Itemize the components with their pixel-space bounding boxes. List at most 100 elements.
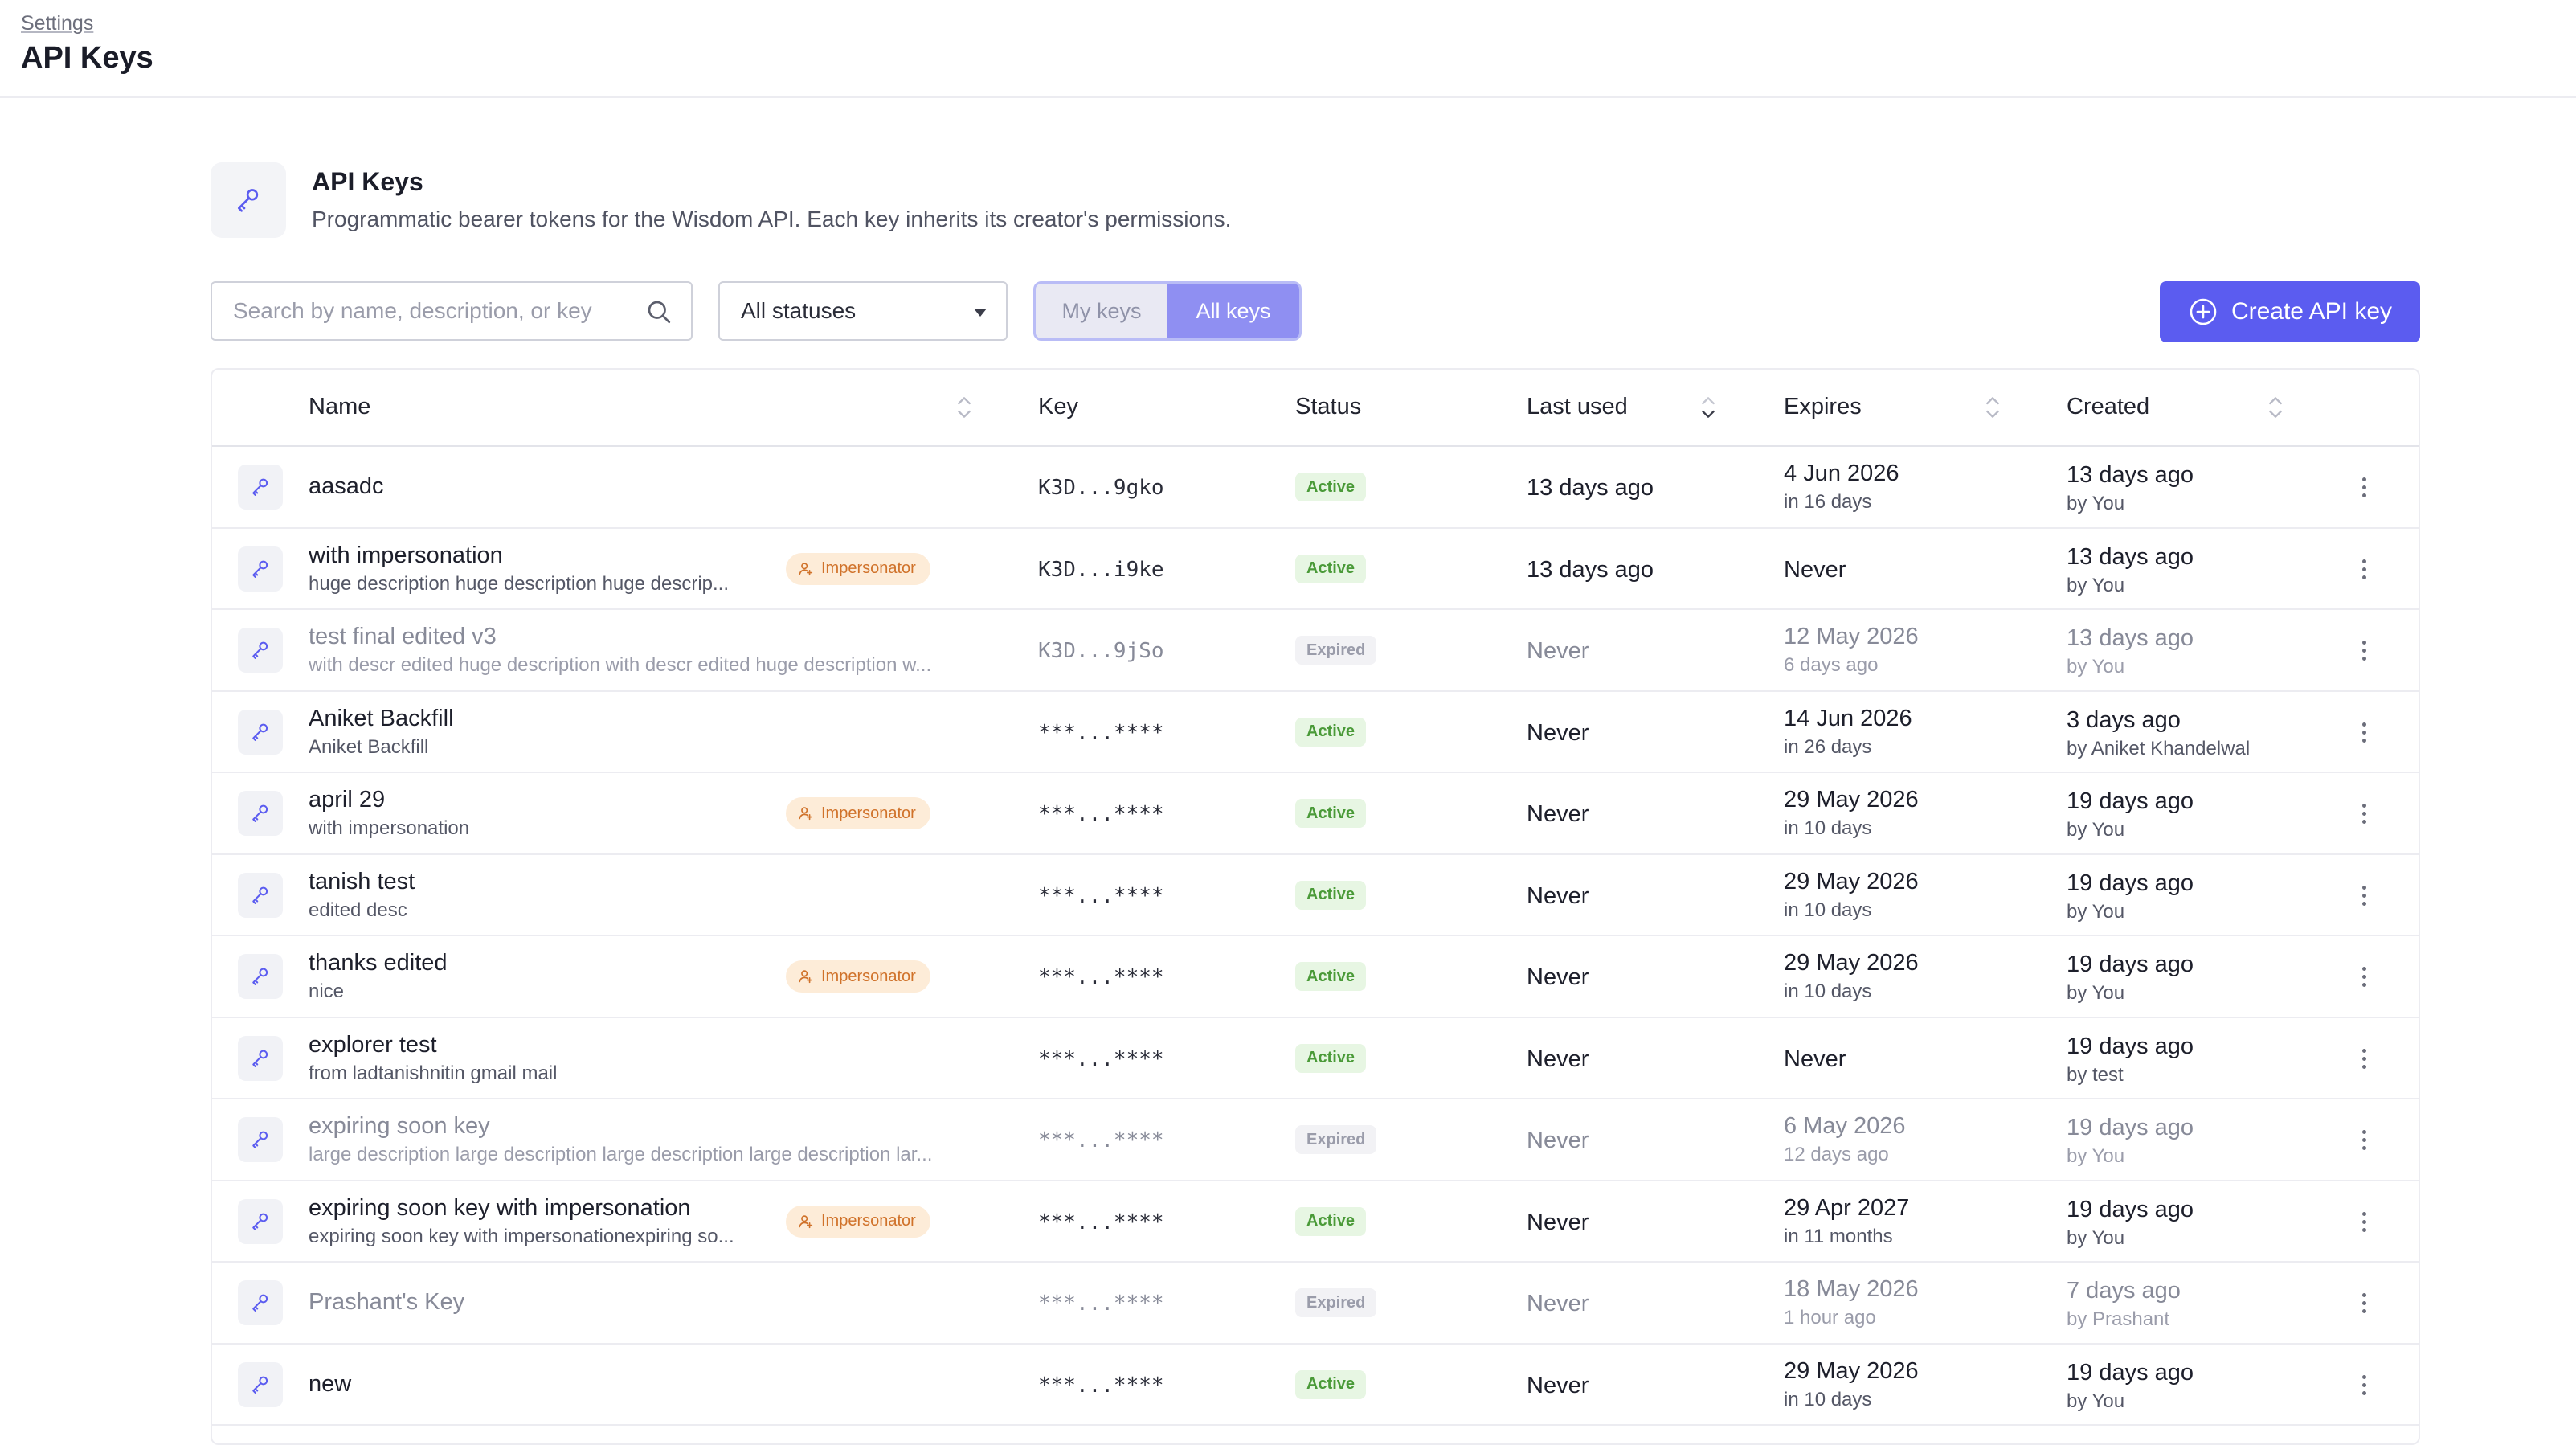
expires-date: 29 May 2026 [1784,1357,1919,1384]
status-badge: Active [1295,880,1367,910]
status-badge: Active [1295,1369,1367,1399]
key-value: K3D...9jSo [1038,639,1164,663]
key-name[interactable]: tanish test [309,868,415,894]
status-badge: Expired [1295,1288,1377,1317]
key-icon [238,1361,283,1407]
table-row[interactable]: Prashant's Key ***...**** Expired Never 18 M… [212,1263,2419,1345]
column-header-name[interactable]: Name [309,394,371,420]
key-description: nice [309,980,345,1002]
more-options-icon[interactable] [2362,722,2366,743]
key-name[interactable]: with impersonation [309,542,503,568]
sort-desc-icon[interactable] [1700,394,1716,425]
key-name[interactable]: explorer test [309,1031,437,1058]
more-options-icon[interactable] [2362,477,2366,497]
key-name[interactable]: Aniket Backfill [309,705,454,731]
table-row[interactable]: thanks edited nice Impersonator ***...**** A… [212,936,2419,1018]
breadcrumb-settings[interactable]: Settings [21,12,94,35]
table-row[interactable]: with impersonation huge description huge … [212,529,2419,610]
key-name[interactable]: expiring soon key [309,1113,490,1139]
created-date: 19 days ago [2067,952,2194,977]
status-badge: Active [1295,962,1367,991]
more-options-icon[interactable] [2362,1374,2366,1395]
more-options-icon[interactable] [2362,1293,2366,1313]
key-icon [238,1035,283,1081]
created-by: by You [2067,982,2125,1004]
last-used: Never [1527,1046,1589,1072]
created-date: 13 days ago [2067,625,2194,651]
expires-relative: in 16 days [1784,491,1872,513]
column-header-created[interactable]: Created [2067,394,2150,420]
create-api-key-button[interactable]: Create API key [2160,281,2420,342]
more-options-icon[interactable] [2362,804,2366,824]
table-row[interactable]: tanish test edited desc ***...**** Active Ne… [212,855,2419,936]
more-options-icon[interactable] [2362,1211,2366,1232]
sort-icon[interactable] [2267,394,2284,425]
created-date: 7 days ago [2067,1278,2181,1304]
tab-all-keys[interactable]: All keys [1167,284,1299,338]
created-date: 3 days ago [2067,706,2181,733]
search-box [211,281,693,341]
key-name[interactable]: april 29 [309,787,386,813]
key-icon [238,872,283,918]
key-icon [238,465,283,510]
last-used: Never [1527,801,1589,827]
more-options-icon[interactable] [2362,885,2366,906]
expires-date: 29 May 2026 [1784,868,1919,894]
table-row[interactable]: expiring soon key large description large… [212,1099,2419,1181]
more-options-icon[interactable] [2362,641,2366,661]
created-by: by You [2067,1145,2125,1167]
more-options-icon[interactable] [2362,1048,2366,1069]
table-row[interactable]: april 29 with impersonation Impersonator **… [212,773,2419,855]
api-keys-table: Name Key Status Last used Expires Create… [211,368,2420,1445]
table-row[interactable]: test final edited v3 with descr edited hu… [212,610,2419,692]
key-name[interactable]: thanks edited [309,950,448,976]
expires-date: 14 Jun 2026 [1784,705,1912,731]
search-input[interactable] [233,298,619,324]
sort-icon[interactable] [956,394,972,425]
table-row[interactable]: aasadc K3D...9gko Active 13 days ago 4 Jun 2… [212,447,2419,529]
key-value: K3D...i9ke [1038,557,1164,582]
last-used: Never [1527,1128,1589,1153]
expires-date: Never [1784,1046,1846,1072]
last-used: Never [1527,882,1589,909]
table-row[interactable]: new ***...**** Active Never 29 May 2026 in 10… [212,1345,2419,1426]
key-value: ***...**** [1038,1291,1164,1316]
last-used: Never [1527,719,1589,746]
table-row[interactable]: Aniket Backfill Aniket Backfill ***...****… [212,692,2419,773]
created-by: by You [2067,493,2125,514]
created-date: 19 days ago [2067,1115,2194,1140]
sort-icon[interactable] [1985,394,2001,425]
expires-date: 12 May 2026 [1784,624,1919,649]
key-icon [238,954,283,999]
impersonator-label: Impersonator [821,967,916,985]
key-description: large description large description larg… [309,1144,933,1165]
column-header-last-used[interactable]: Last used [1527,394,1628,420]
section-title: API Keys [312,167,423,196]
user-plus-icon [797,1213,821,1230]
status-filter-select[interactable]: All statuses [718,281,1008,341]
more-options-icon[interactable] [2362,559,2366,579]
key-description: edited desc [309,899,407,921]
key-name[interactable]: test final edited v3 [309,624,497,649]
impersonator-label: Impersonator [821,1212,916,1230]
key-name[interactable]: new [309,1370,352,1397]
key-value: ***...**** [1038,1128,1164,1152]
impersonator-badge: Impersonator [786,960,930,993]
expires-date: 6 May 2026 [1784,1113,1906,1139]
key-name[interactable]: aasadc [309,473,384,499]
expires-date: 29 May 2026 [1784,950,1919,976]
more-options-icon[interactable] [2362,967,2366,987]
table-row[interactable]: explorer test from ladtanishnitin gmail m… [212,1018,2419,1099]
column-header-expires[interactable]: Expires [1784,394,1862,420]
search-icon[interactable] [644,297,673,330]
key-value: ***...**** [1038,802,1164,826]
tab-my-keys[interactable]: My keys [1061,298,1142,323]
created-date: 19 days ago [2067,1033,2194,1059]
expires-relative: 6 days ago [1784,654,1879,676]
table-row[interactable]: expiring soon key with impersonation expi… [212,1181,2419,1263]
ownership-toggle: My keys All keys [1033,281,1302,341]
key-name[interactable]: Prashant's Key [309,1289,465,1315]
key-name[interactable]: expiring soon key with impersonation [309,1194,691,1221]
more-options-icon[interactable] [2362,1130,2366,1150]
created-by: by You [2067,819,2125,841]
